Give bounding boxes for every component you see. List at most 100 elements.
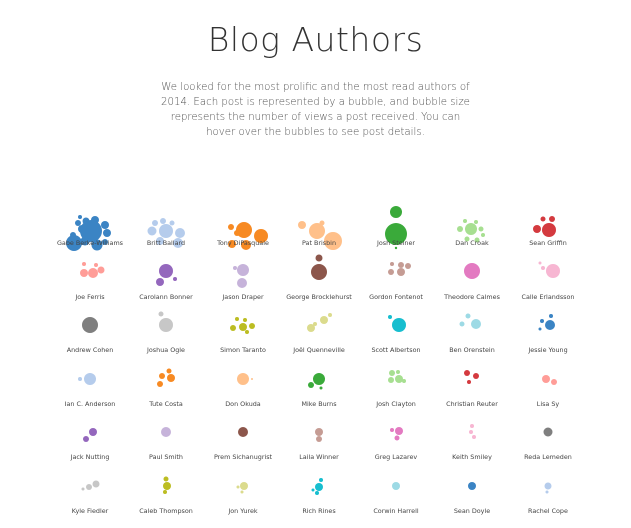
post-bubble[interactable] (398, 262, 404, 268)
post-bubble[interactable] (159, 224, 173, 238)
post-bubble[interactable] (545, 320, 555, 330)
post-bubble[interactable] (233, 266, 237, 270)
post-bubble[interactable] (474, 220, 478, 224)
post-bubble[interactable] (173, 238, 183, 248)
post-bubble[interactable] (80, 220, 102, 242)
post-bubble[interactable] (402, 379, 406, 383)
post-bubble[interactable] (388, 315, 392, 319)
post-bubble[interactable] (319, 386, 323, 390)
post-bubble[interactable] (542, 223, 556, 237)
post-bubble[interactable] (541, 266, 545, 270)
post-bubble[interactable] (385, 223, 407, 245)
post-bubble[interactable] (465, 313, 471, 319)
post-bubble[interactable] (320, 316, 328, 324)
post-bubble[interactable] (315, 254, 323, 262)
post-bubble[interactable] (397, 268, 405, 276)
post-bubble[interactable] (80, 269, 88, 277)
post-bubble[interactable] (549, 314, 553, 318)
post-bubble[interactable] (66, 235, 82, 251)
post-bubble[interactable] (235, 317, 239, 321)
post-bubble[interactable] (316, 436, 322, 442)
post-bubble[interactable] (75, 220, 81, 226)
post-bubble[interactable] (157, 381, 163, 387)
post-bubble[interactable] (245, 330, 249, 334)
post-bubble[interactable] (468, 482, 476, 490)
post-bubble[interactable] (390, 262, 394, 266)
post-bubble[interactable] (159, 373, 165, 379)
post-bubble[interactable] (169, 220, 175, 226)
post-bubble[interactable] (78, 215, 82, 219)
post-bubble[interactable] (230, 325, 236, 331)
post-bubble[interactable] (166, 368, 172, 374)
post-bubble[interactable] (80, 236, 90, 246)
post-bubble[interactable] (478, 226, 484, 232)
post-bubble[interactable] (101, 221, 109, 229)
post-bubble[interactable] (249, 323, 255, 329)
post-bubble[interactable] (147, 226, 157, 236)
post-bubble[interactable] (236, 222, 252, 238)
post-bubble[interactable] (473, 373, 479, 379)
post-bubble[interactable] (390, 428, 394, 432)
post-bubble[interactable] (533, 225, 541, 233)
post-bubble[interactable] (538, 327, 542, 331)
post-bubble[interactable] (163, 482, 171, 490)
post-bubble[interactable] (392, 318, 406, 332)
post-bubble[interactable] (388, 377, 394, 383)
post-bubble[interactable] (241, 240, 251, 250)
post-bubble[interactable] (78, 377, 82, 381)
post-bubble[interactable] (474, 237, 480, 243)
post-bubble[interactable] (97, 266, 105, 274)
post-bubble[interactable] (237, 264, 249, 276)
post-bubble[interactable] (315, 483, 323, 491)
post-bubble[interactable] (392, 482, 400, 490)
post-bubble[interactable] (83, 436, 89, 442)
post-bubble[interactable] (175, 228, 185, 238)
post-bubble[interactable] (307, 324, 315, 332)
post-bubble[interactable] (464, 370, 470, 376)
post-bubble[interactable] (173, 277, 177, 281)
post-bubble[interactable] (394, 246, 398, 250)
post-bubble[interactable] (313, 373, 325, 385)
post-bubble[interactable] (464, 263, 480, 279)
post-bubble[interactable] (389, 370, 395, 376)
post-bubble[interactable] (159, 264, 173, 278)
post-bubble[interactable] (228, 224, 234, 230)
post-bubble[interactable] (394, 435, 400, 441)
post-bubble[interactable] (240, 482, 248, 490)
post-bubble[interactable] (88, 268, 98, 278)
post-bubble[interactable] (457, 226, 463, 232)
post-bubble[interactable] (237, 373, 249, 385)
post-bubble[interactable] (82, 262, 86, 266)
post-bubble[interactable] (390, 206, 402, 218)
post-bubble[interactable] (313, 322, 317, 326)
post-bubble[interactable] (89, 428, 97, 436)
post-bubble[interactable] (159, 318, 173, 332)
post-bubble[interactable] (84, 373, 96, 385)
post-bubble[interactable] (465, 223, 477, 235)
post-bubble[interactable] (243, 318, 247, 322)
post-bubble[interactable] (163, 476, 169, 482)
post-bubble[interactable] (240, 490, 244, 494)
post-bubble[interactable] (81, 487, 85, 491)
post-bubble[interactable] (328, 313, 332, 317)
post-bubble[interactable] (315, 491, 319, 495)
post-bubble[interactable] (459, 321, 465, 327)
post-bubble[interactable] (160, 218, 166, 224)
post-bubble[interactable] (238, 427, 248, 437)
post-bubble[interactable] (472, 435, 476, 439)
post-bubble[interactable] (102, 239, 108, 245)
post-bubble[interactable] (167, 374, 175, 382)
post-bubble[interactable] (481, 233, 485, 237)
post-bubble[interactable] (308, 382, 314, 388)
post-bubble[interactable] (470, 424, 474, 428)
post-bubble[interactable] (395, 427, 403, 435)
post-bubble[interactable] (156, 278, 164, 286)
post-bubble[interactable] (405, 263, 411, 269)
post-bubble[interactable] (395, 375, 403, 383)
post-bubble[interactable] (540, 216, 546, 222)
post-bubble[interactable] (315, 428, 323, 436)
post-bubble[interactable] (156, 237, 164, 245)
post-bubble[interactable] (239, 323, 247, 331)
post-bubble[interactable] (388, 269, 394, 275)
post-bubble[interactable] (309, 223, 325, 239)
